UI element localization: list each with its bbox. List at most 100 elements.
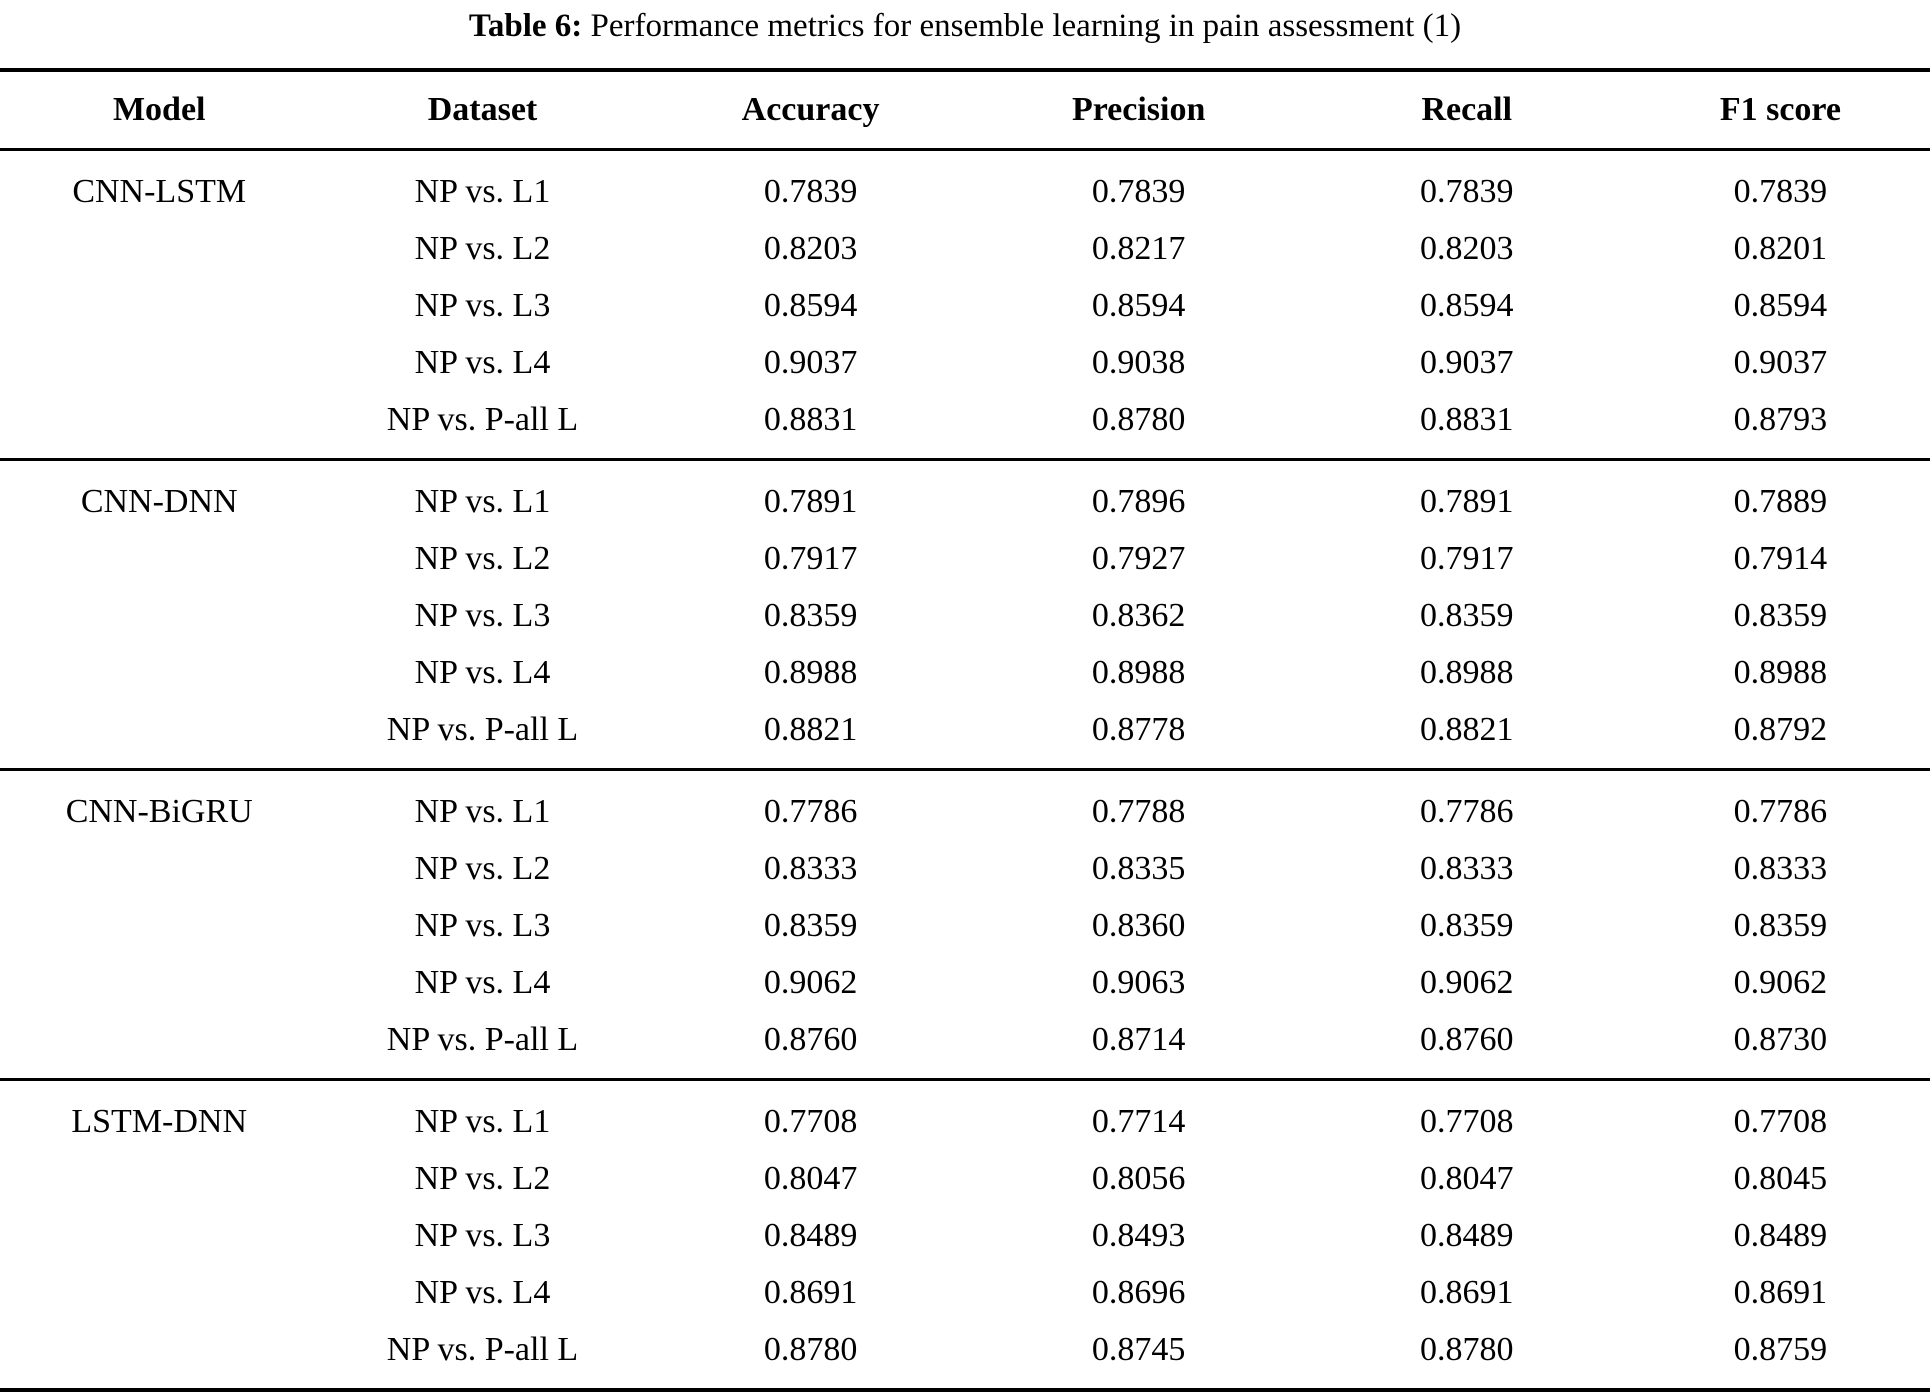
dataset-cell: NP vs. L2 [414, 1159, 551, 1197]
table-row: CNN-LSTM NP vs. L1 0.7839 0.7839 0.7839 0.783… [0, 150, 1930, 221]
model-cell [0, 1321, 318, 1391]
precision-cell: 0.8780 [1091, 400, 1186, 438]
dataset-cell: NP vs. L1 [414, 1102, 551, 1140]
table-row: NP vs. P-all L 0.8760 0.8714 0.8760 0.8730 [0, 1011, 1930, 1080]
precision-cell: 0.8217 [1091, 229, 1186, 267]
f1-score-cell: 0.8988 [1733, 653, 1828, 691]
dataset-cell: NP vs. L3 [414, 1216, 551, 1254]
dataset-cell: NP vs. L4 [414, 343, 551, 381]
col-header-precision: Precision [1071, 91, 1206, 128]
f1-score-cell: 0.8759 [1733, 1330, 1828, 1368]
dataset-cell: NP vs. L1 [414, 482, 551, 520]
dataset-cell: NP vs. P-all L [386, 1330, 579, 1368]
model-cell [0, 1264, 318, 1321]
f1-score-cell: 0.8359 [1733, 596, 1828, 634]
table-row: NP vs. L4 0.9037 0.9038 0.9037 0.9037 [0, 334, 1930, 391]
model-cell: CNN-DNN [80, 482, 238, 520]
recall-cell: 0.9037 [1420, 343, 1514, 381]
col-header-accuracy: Accuracy [741, 91, 880, 128]
model-cell [0, 587, 318, 644]
recall-cell: 0.9062 [1420, 963, 1514, 1001]
precision-cell: 0.7927 [1091, 539, 1186, 577]
f1-score-cell: 0.8730 [1733, 1020, 1828, 1058]
precision-cell: 0.9063 [1091, 963, 1186, 1001]
f1-score-cell: 0.8793 [1733, 400, 1828, 438]
table-row: NP vs. L3 0.8489 0.8493 0.8489 0.8489 [0, 1207, 1930, 1264]
model-cell [0, 644, 318, 701]
dataset-cell: NP vs. P-all L [386, 400, 579, 438]
precision-cell: 0.8493 [1091, 1216, 1186, 1254]
precision-cell: 0.7788 [1091, 792, 1186, 830]
col-header-dataset: Dataset [427, 91, 538, 128]
table-row: NP vs. P-all L 0.8821 0.8778 0.8821 0.8792 [0, 701, 1930, 770]
recall-cell: 0.8691 [1420, 1273, 1514, 1311]
dataset-cell: NP vs. L4 [414, 1273, 551, 1311]
col-header-f1-score: F1 score [1719, 91, 1841, 128]
model-cell [0, 1150, 318, 1207]
f1-score-cell: 0.8792 [1733, 710, 1828, 748]
model-group: CNN-BiGRU NP vs. L1 0.7786 0.7788 0.7786 0.77… [0, 769, 1930, 1080]
recall-cell: 0.8333 [1420, 849, 1514, 887]
accuracy-cell: 0.8691 [763, 1273, 858, 1311]
dataset-cell: NP vs. L3 [414, 286, 551, 324]
accuracy-cell: 0.8988 [763, 653, 858, 691]
model-cell [0, 701, 318, 770]
precision-cell: 0.8778 [1091, 710, 1186, 748]
precision-cell: 0.9038 [1091, 343, 1186, 381]
table-caption-text: Performance metrics for ensemble learnin… [582, 8, 1462, 44]
precision-cell: 0.8594 [1091, 286, 1186, 324]
recall-cell: 0.7839 [1420, 172, 1514, 210]
dataset-cell: NP vs. L2 [414, 229, 551, 267]
f1-score-cell: 0.7914 [1733, 539, 1828, 577]
recall-cell: 0.8988 [1420, 653, 1514, 691]
f1-score-cell: 0.8333 [1733, 849, 1828, 887]
model-cell [0, 391, 318, 460]
precision-cell: 0.8988 [1091, 653, 1186, 691]
precision-cell: 0.8745 [1091, 1330, 1186, 1368]
model-cell [0, 840, 318, 897]
f1-score-cell: 0.9037 [1733, 343, 1828, 381]
precision-cell: 0.7714 [1091, 1102, 1186, 1140]
recall-cell: 0.8489 [1420, 1216, 1514, 1254]
accuracy-cell: 0.8831 [763, 400, 858, 438]
precision-cell: 0.8362 [1091, 596, 1186, 634]
recall-cell: 0.8047 [1420, 1159, 1514, 1197]
model-cell: CNN-BiGRU [65, 792, 253, 830]
precision-cell: 0.8714 [1091, 1020, 1186, 1058]
dataset-cell: NP vs. L3 [414, 906, 551, 944]
dataset-cell: NP vs. L3 [414, 596, 551, 634]
accuracy-cell: 0.7708 [763, 1102, 858, 1140]
model-cell [0, 530, 318, 587]
accuracy-cell: 0.8489 [763, 1216, 858, 1254]
model-cell [0, 954, 318, 1011]
dataset-cell: NP vs. L1 [414, 172, 551, 210]
recall-cell: 0.8780 [1420, 1330, 1514, 1368]
accuracy-cell: 0.9062 [763, 963, 858, 1001]
accuracy-cell: 0.8047 [763, 1159, 858, 1197]
f1-score-cell: 0.8489 [1733, 1216, 1828, 1254]
f1-score-cell: 0.9062 [1733, 963, 1828, 1001]
table-row: LSTM-DNN NP vs. L1 0.7708 0.7714 0.7708 0.770… [0, 1080, 1930, 1151]
recall-cell: 0.7917 [1420, 539, 1514, 577]
dataset-cell: NP vs. P-all L [386, 710, 579, 748]
accuracy-cell: 0.8359 [763, 596, 858, 634]
f1-score-cell: 0.8201 [1733, 229, 1828, 267]
dataset-cell: NP vs. P-all L [386, 1020, 579, 1058]
table-row: NP vs. L2 0.7917 0.7927 0.7917 0.7914 [0, 530, 1930, 587]
model-cell [0, 220, 318, 277]
accuracy-cell: 0.8760 [763, 1020, 858, 1058]
table-header: Model Dataset Accuracy Precision Recall … [0, 70, 1930, 150]
table-row: CNN-BiGRU NP vs. L1 0.7786 0.7788 0.7786 0.77… [0, 770, 1930, 841]
recall-cell: 0.8831 [1420, 400, 1514, 438]
table-caption-label: Table 6: [468, 8, 583, 44]
header-row: Model Dataset Accuracy Precision Recall … [0, 70, 1930, 150]
precision-cell: 0.8696 [1091, 1273, 1186, 1311]
recall-cell: 0.7786 [1420, 792, 1514, 830]
accuracy-cell: 0.8594 [763, 286, 858, 324]
table-row: NP vs. L2 0.8203 0.8217 0.8203 0.8201 [0, 220, 1930, 277]
model-cell [0, 897, 318, 954]
f1-score-cell: 0.8045 [1733, 1159, 1828, 1197]
table-row: NP vs. L3 0.8594 0.8594 0.8594 0.8594 [0, 277, 1930, 334]
accuracy-cell: 0.7917 [763, 539, 858, 577]
table-row: NP vs. L3 0.8359 0.8362 0.8359 0.8359 [0, 587, 1930, 644]
